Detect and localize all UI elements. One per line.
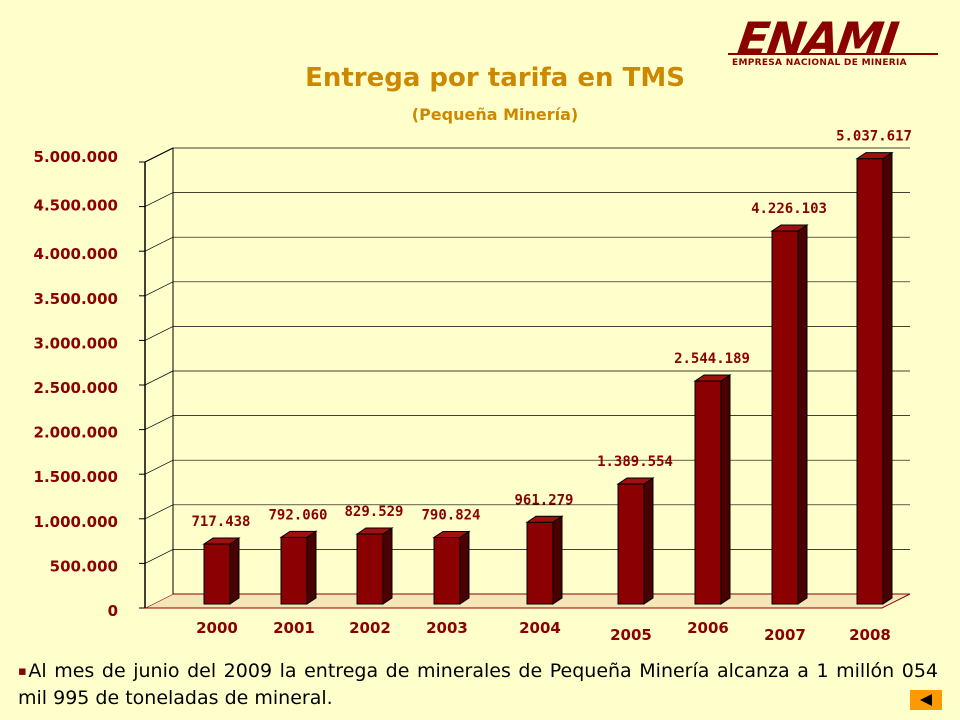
chart-subtitle: (Pequeña Minería)	[411, 105, 579, 124]
bar-2004	[526, 521, 554, 605]
data-label: 829.529	[344, 504, 403, 520]
x-tick-label: 2000	[196, 619, 238, 637]
x-tick-label: 2004	[519, 619, 561, 637]
bar-side-2001	[306, 530, 317, 605]
bar-side-2008	[882, 151, 893, 605]
y-tick-label: 1.000.000	[34, 513, 118, 531]
bar-chart: 0 500.000 1.000.000 1.500.000 2.000.000 2.500…	[34, 129, 912, 644]
gridline-side	[144, 281, 174, 297]
y-tick-label: 1.500.000	[34, 468, 118, 486]
gridline-side	[144, 370, 174, 386]
gridline-side	[144, 236, 174, 252]
bar-2006	[694, 380, 722, 605]
bar-2002	[356, 533, 384, 605]
bar-top-2007	[770, 224, 809, 232]
bar-side-2004	[552, 515, 563, 605]
data-label: 1.389.554	[597, 454, 673, 470]
x-tick-label: 2007	[764, 626, 806, 644]
bar-side-2003	[459, 530, 470, 605]
bar-2000	[203, 543, 231, 605]
bar-top-2000	[202, 537, 241, 545]
bullet-icon: ▪	[18, 664, 29, 679]
x-tick-label: 2002	[349, 619, 391, 637]
chart-title: Entrega por tarifa en TMS	[305, 63, 685, 93]
data-label: 792.060	[268, 507, 327, 523]
previous-slide-button[interactable]	[910, 690, 942, 710]
bar-2005	[617, 483, 645, 605]
bar-2003	[433, 536, 461, 605]
bar-2007	[771, 230, 799, 605]
y-axis-top	[144, 147, 174, 163]
bar-side-2006	[720, 374, 731, 605]
gridline-side	[144, 549, 174, 564]
bar-side-2007	[797, 224, 808, 605]
data-label: 5.037.617	[836, 129, 912, 145]
bar-side-2002	[382, 527, 393, 605]
gridline-side	[144, 326, 174, 341]
arrow-left-icon	[920, 694, 932, 706]
x-tick-label: 2003	[426, 619, 468, 637]
bar-top-2005	[616, 477, 655, 485]
logo-divider	[728, 53, 938, 55]
data-label: 717.438	[191, 514, 250, 530]
x-tick-label: 2001	[273, 619, 315, 637]
bar-side-2000	[229, 537, 240, 605]
y-tick-label: 5.000.000	[34, 148, 118, 166]
bar-top-2001	[279, 530, 318, 538]
gridline-side	[144, 192, 174, 207]
bar-side-2005	[643, 477, 654, 605]
y-tick-label: 2.000.000	[34, 424, 118, 442]
bar-top-2003	[432, 530, 471, 538]
x-tick-label: 2006	[687, 619, 729, 637]
bar-top-2002	[355, 527, 394, 535]
y-tick-label: 0	[108, 602, 118, 620]
footer-note: ▪Al mes de junio del 2009 la entrega de …	[18, 658, 938, 712]
gridline-side	[144, 415, 174, 430]
y-tick-label: 2.500.000	[34, 379, 118, 397]
x-tick-label: 2005	[610, 626, 652, 644]
footer-text: Al mes de junio del 2009 la entrega de m…	[18, 660, 939, 709]
bar-top-2008	[855, 152, 894, 160]
bar-2008	[856, 158, 884, 605]
logo-tagline: EMPRESA NACIONAL DE MINERIA	[732, 58, 907, 68]
y-tick-label: 4.500.000	[34, 197, 118, 215]
data-label: 4.226.103	[751, 201, 827, 217]
data-label: 790.824	[421, 507, 480, 523]
gridline-side	[144, 504, 174, 520]
data-label: 961.279	[514, 492, 573, 508]
bar-top-2004	[525, 515, 564, 523]
x-tick-label: 2008	[849, 626, 891, 644]
y-tick-label: 500.000	[50, 557, 118, 575]
y-tick-label: 4.000.000	[34, 245, 118, 263]
bar-top-2006	[693, 374, 732, 382]
gridline-side	[144, 459, 174, 475]
bar-2001	[280, 536, 308, 605]
y-tick-label: 3.000.000	[34, 334, 118, 352]
y-tick-label: 3.500.000	[34, 290, 118, 308]
data-label: 2.544.189	[674, 351, 750, 367]
